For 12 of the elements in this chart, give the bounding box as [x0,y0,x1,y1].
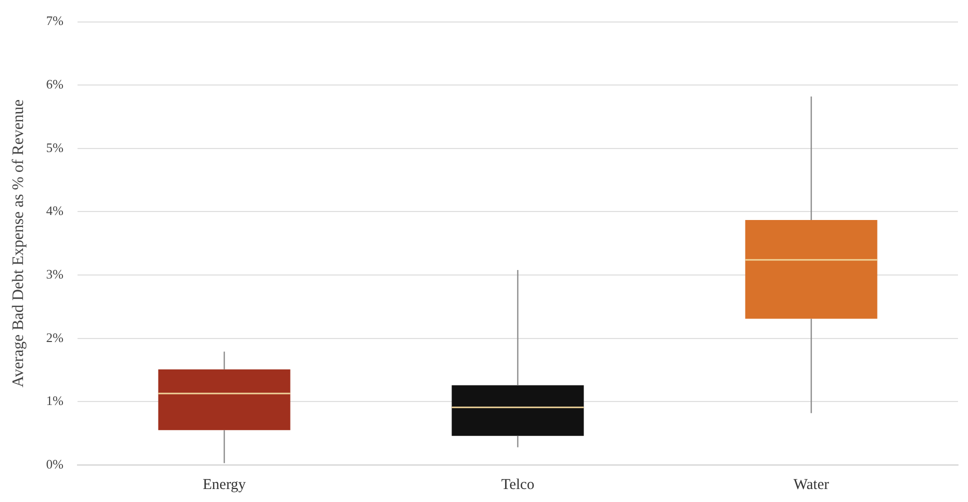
y-tick-label: 0% [46,456,64,472]
y-tick-label: 2% [46,330,64,345]
y-tick-label: 1% [46,393,64,408]
y-tick-label: 6% [46,76,64,92]
x-tick-label: Telco [501,476,534,493]
y-tick-label: 3% [46,266,64,282]
x-tick-label: Energy [202,476,246,493]
y-axis-title: Average Bad Debt Expense as % of Revenue [10,99,27,388]
x-tick-label: Water [794,476,829,493]
y-tick-label: 4% [46,203,64,218]
y-tick-label: 7% [46,13,64,28]
y-tick-label: 5% [46,140,64,155]
